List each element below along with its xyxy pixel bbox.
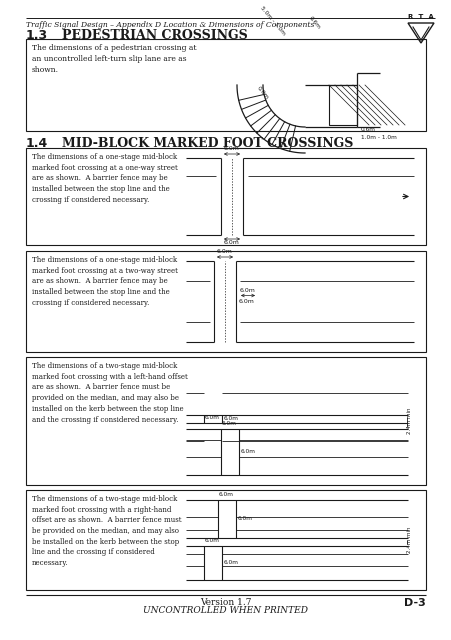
Text: 1.0m - 1.0m: 1.0m - 1.0m <box>360 135 396 140</box>
Text: MID-BLOCK MARKED FOOT CROSSINGS: MID-BLOCK MARKED FOOT CROSSINGS <box>62 137 353 150</box>
Text: Version 1.7: Version 1.7 <box>200 598 251 607</box>
Text: 6.0m: 6.0m <box>239 287 255 292</box>
Text: 6.0m: 6.0m <box>219 492 234 497</box>
Text: 6.0m: 6.0m <box>238 516 253 522</box>
Text: The dimensions of a one-stage mid-block
marked foot crossing at a two-way street: The dimensions of a one-stage mid-block … <box>32 256 178 307</box>
Text: 6.0m: 6.0m <box>224 416 239 421</box>
Text: Traffic Signal Design – Appendix D Location & Dimensions of Components: Traffic Signal Design – Appendix D Locat… <box>26 21 314 29</box>
Bar <box>328 85 356 125</box>
Text: 0.6m: 0.6m <box>308 15 321 30</box>
Text: The dimensions of a one-stage mid-block
marked foot crossing at a one-way street: The dimensions of a one-stage mid-block … <box>32 153 177 204</box>
Bar <box>26 357 425 485</box>
Text: The dimensions of a pedestrian crossing at
an uncontrolled left-turn slip lane a: The dimensions of a pedestrian crossing … <box>32 44 196 74</box>
Text: 0.0m: 0.0m <box>256 86 269 100</box>
Text: UNCONTROLLED WHEN PRINTED: UNCONTROLLED WHEN PRINTED <box>143 606 308 615</box>
Bar <box>26 148 425 245</box>
Text: 6.0m: 6.0m <box>205 415 220 420</box>
Text: 6.0m: 6.0m <box>224 561 239 566</box>
Text: 5.0m - 1.0m: 5.0m - 1.0m <box>259 6 286 36</box>
Text: The dimensions of a two-stage mid-block
marked foot crossing with a left-hand of: The dimensions of a two-stage mid-block … <box>32 362 187 424</box>
Text: 2.4m min: 2.4m min <box>407 408 412 435</box>
Text: 6.0m: 6.0m <box>224 240 239 245</box>
Text: D-3: D-3 <box>403 598 425 608</box>
Bar <box>26 490 425 590</box>
Text: The dimensions of a two-stage mid-block
marked foot crossing with a right-hand
o: The dimensions of a two-stage mid-block … <box>32 495 181 567</box>
Bar <box>26 39 425 131</box>
Text: 6.0m: 6.0m <box>205 538 220 543</box>
Text: 1.3: 1.3 <box>26 29 48 42</box>
Bar <box>26 251 425 352</box>
Text: 6.0m: 6.0m <box>240 449 255 454</box>
Text: 6.0m: 6.0m <box>216 249 232 254</box>
Text: PEDESTRIAN CROSSINGS: PEDESTRIAN CROSSINGS <box>62 29 247 42</box>
Text: 6.0m: 6.0m <box>239 299 254 304</box>
Text: R  T  A: R T A <box>407 14 433 20</box>
Text: 6.0m: 6.0m <box>221 420 236 426</box>
Text: 1.4: 1.4 <box>26 137 48 150</box>
Text: 6.0m: 6.0m <box>224 146 239 151</box>
Text: 2.4m min: 2.4m min <box>407 527 412 553</box>
Text: 0.6m: 0.6m <box>360 127 375 132</box>
